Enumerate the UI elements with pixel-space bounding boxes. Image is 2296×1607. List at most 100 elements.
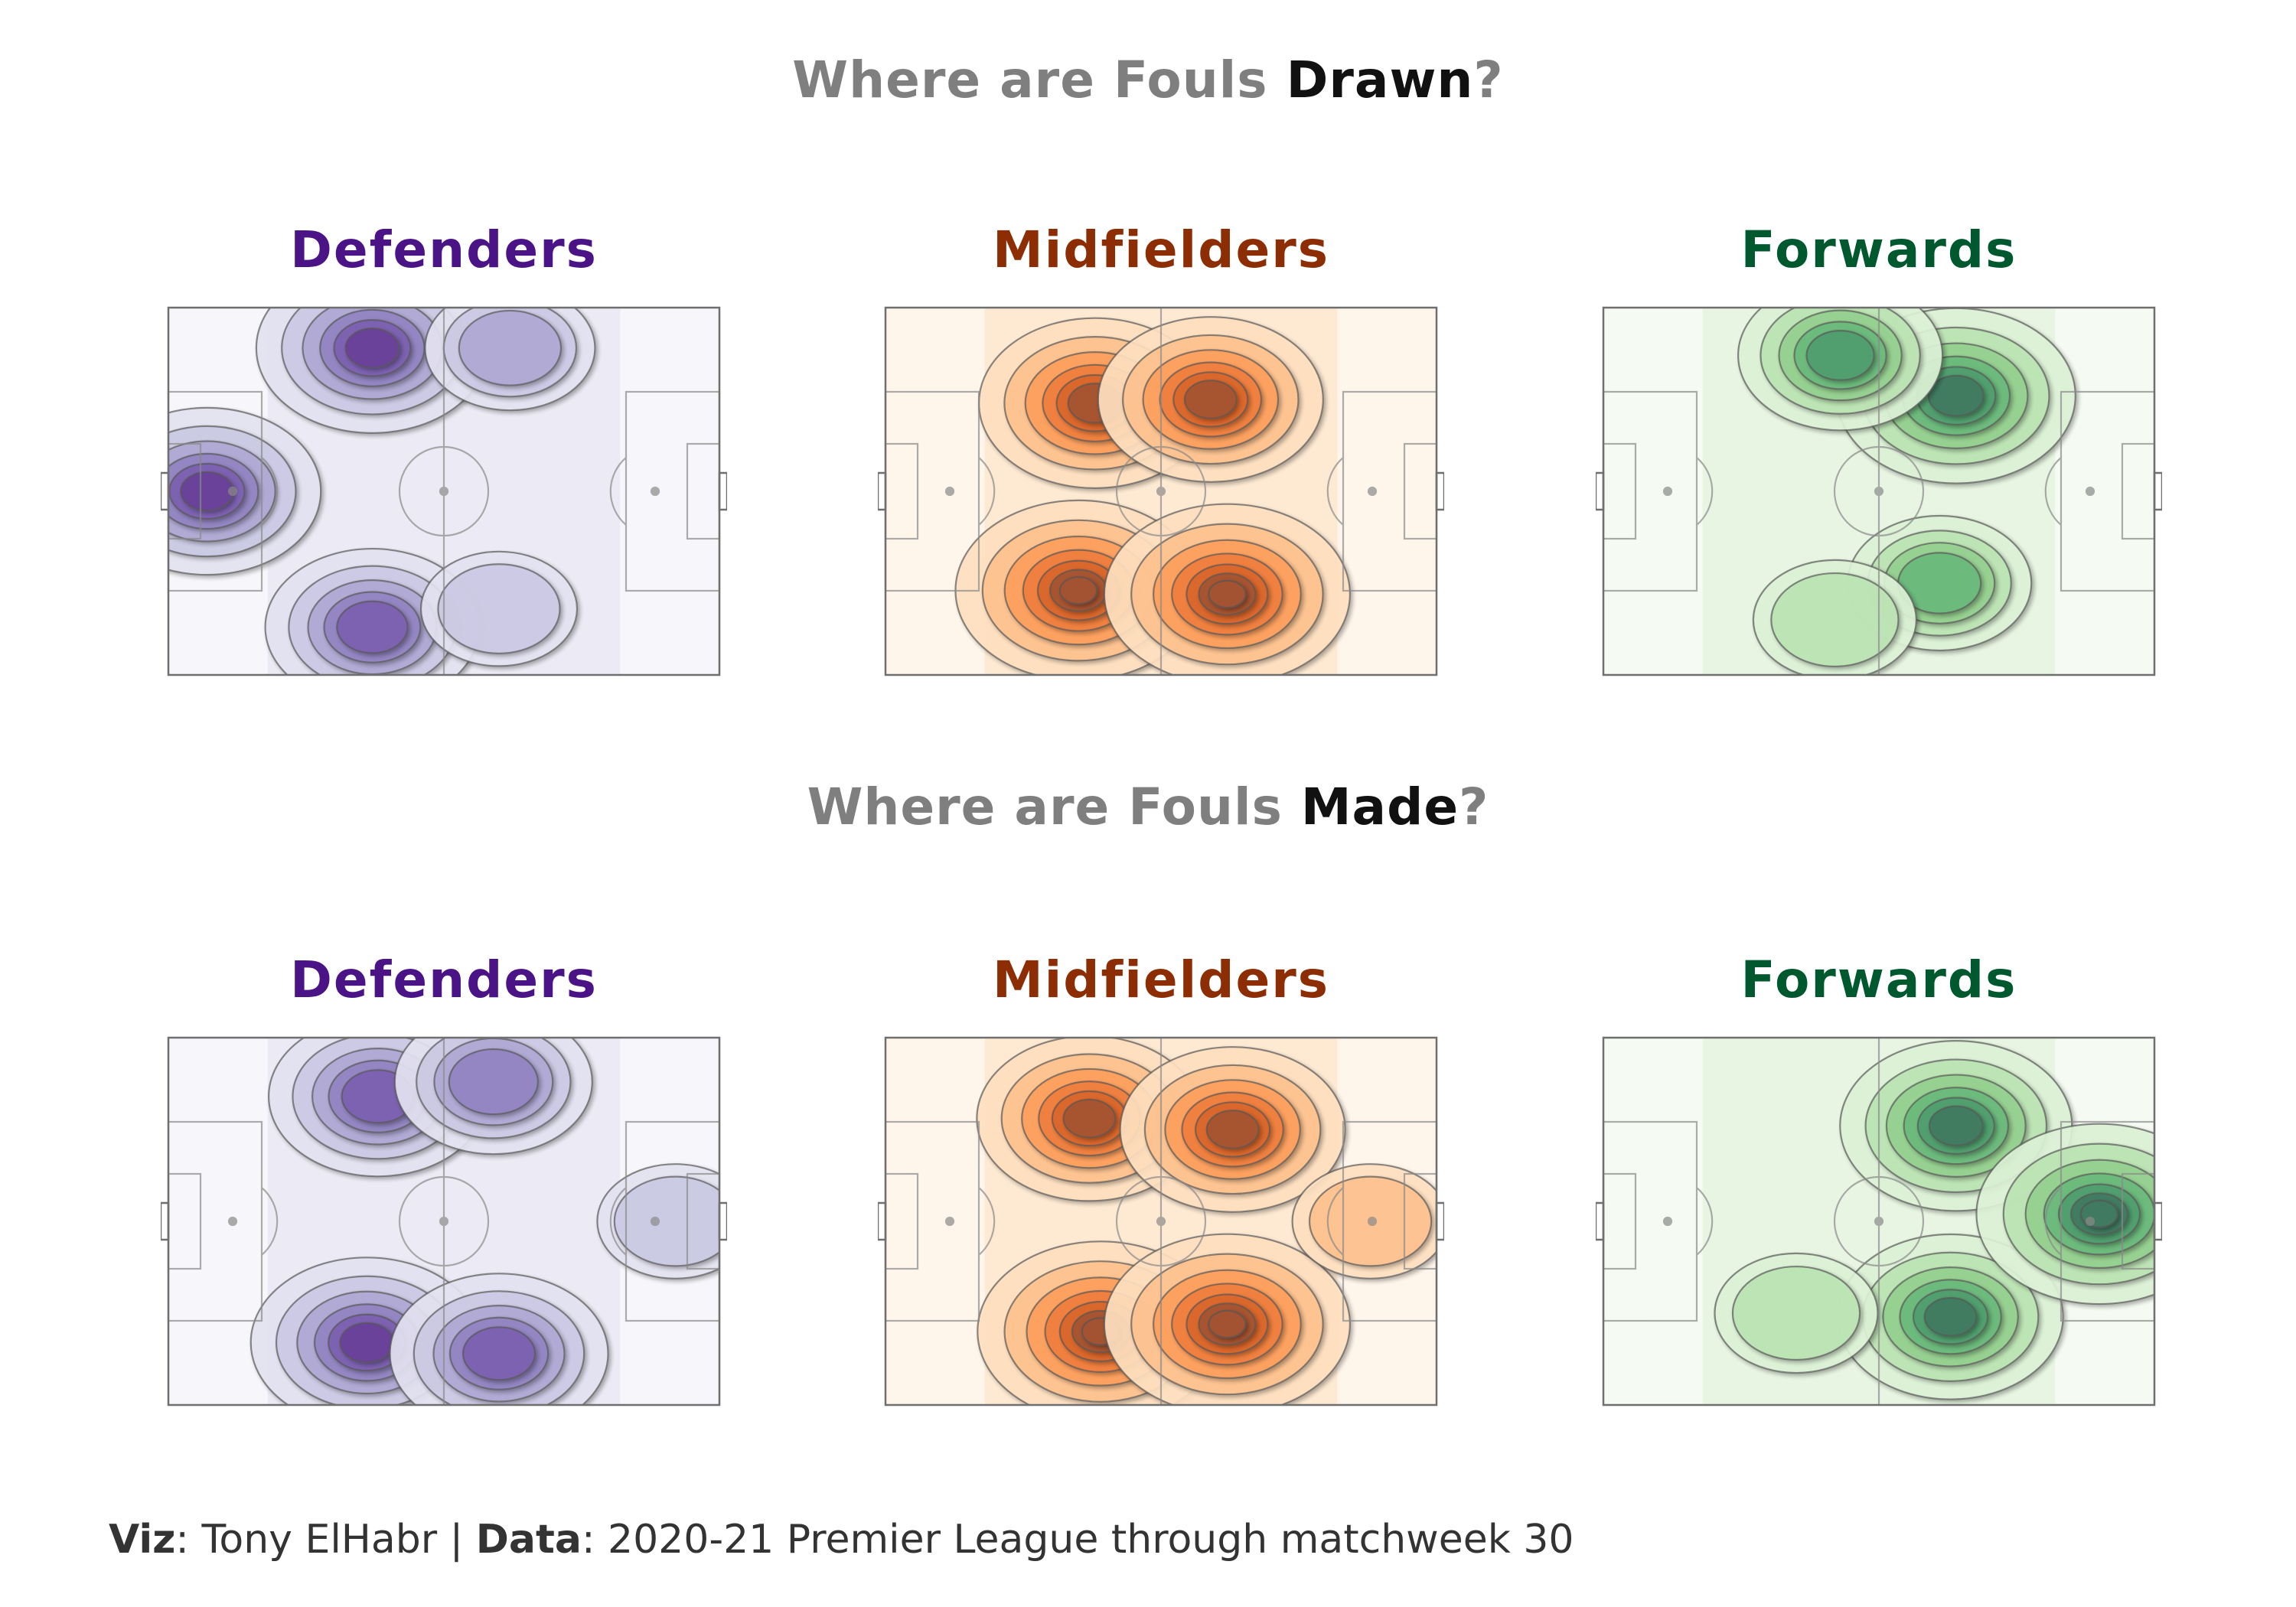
density-contour: [1731, 1265, 1861, 1361]
section-title-drawn-emphasis: Drawn: [1286, 51, 1474, 109]
caption-viz-author: Tony ElHabr: [201, 1517, 438, 1563]
caption-viz-label: Viz: [109, 1517, 176, 1563]
right-goal: [718, 471, 727, 511]
caption-data-label: Data: [475, 1517, 582, 1563]
density-contour: [1208, 1309, 1247, 1339]
right-goal: [1435, 471, 1444, 511]
center-spot: [1874, 1216, 1884, 1227]
density-contour: [437, 563, 561, 655]
center-spot: [439, 486, 449, 497]
left-penalty-arc: [261, 1187, 279, 1256]
right-penalty-arc: [1326, 457, 1344, 526]
panel-title: Midfielders: [992, 220, 1330, 279]
center-spot: [1156, 1216, 1166, 1227]
center-spot: [439, 1216, 449, 1227]
right-penalty-arc: [2044, 1187, 2062, 1256]
density-contour: [1208, 579, 1247, 609]
density-contour: [1928, 1105, 1984, 1146]
density-layers: [954, 308, 1351, 675]
right-penalty-spot: [1367, 1216, 1378, 1227]
density-contour: [1205, 1110, 1260, 1149]
left-goal: [878, 1201, 887, 1241]
panel-made-defenders: Defenders: [161, 946, 727, 1407]
center-spot: [1874, 486, 1884, 497]
center-circle: [398, 445, 490, 537]
caption-viz-sep: :: [175, 1517, 202, 1563]
pitch-heatmap: [161, 1036, 727, 1407]
panel-drawn-midfielders: Midfielders: [878, 216, 1444, 676]
density-contour: [613, 1175, 719, 1267]
right-goal: [2153, 471, 2162, 511]
caption-data-source: 2020-21 Premier League through matchweek…: [608, 1517, 1574, 1563]
panel-title: Defenders: [290, 950, 598, 1009]
left-goal: [1596, 471, 1605, 511]
panel-title: Defenders: [290, 220, 598, 279]
center-circle: [1833, 1175, 1925, 1267]
right-goal: [1435, 1201, 1444, 1241]
right-goal: [718, 1201, 727, 1241]
right-penalty-arc: [609, 1187, 627, 1256]
density-contour: [1183, 380, 1238, 419]
panel-title: Midfielders: [992, 950, 1330, 1009]
left-penalty-arc: [261, 457, 279, 526]
panel-title: Forwards: [1740, 220, 2017, 279]
right-penalty-spot: [1367, 486, 1378, 497]
panel-drawn-defenders: Defenders: [161, 216, 727, 676]
density-contour: [1058, 575, 1098, 605]
section-title-drawn: Where are Fouls Drawn?: [0, 51, 2296, 109]
left-goal: [878, 471, 887, 511]
center-circle: [1115, 1175, 1207, 1267]
density-contour: [1805, 329, 1875, 381]
right-penalty-spot: [650, 486, 660, 497]
density-contour: [448, 1048, 539, 1116]
density-contour: [344, 328, 400, 369]
left-penalty-spot: [227, 1216, 238, 1227]
left-penalty-spot: [944, 486, 955, 497]
left-goal: [161, 1201, 170, 1241]
density-contour: [180, 471, 234, 512]
panel-title: Forwards: [1740, 950, 2017, 1009]
left-penalty-arc: [1696, 1187, 1714, 1256]
center-circle: [1833, 445, 1925, 537]
left-penalty-spot: [1662, 1216, 1673, 1227]
left-penalty-arc: [978, 1187, 996, 1256]
pitch-markings: [1602, 1038, 2156, 1405]
center-circle: [398, 1175, 490, 1267]
right-goal: [2153, 1201, 2162, 1241]
density-contour: [458, 309, 563, 386]
density-layers: [1702, 308, 2076, 675]
pitch-heatmap: [1596, 306, 2162, 676]
section-title-made-suffix: ?: [1459, 777, 1489, 836]
section-title-made-prefix: Where are Fouls: [807, 777, 1301, 836]
pitch-heatmap: [161, 306, 727, 676]
left-penalty-arc: [978, 457, 996, 526]
section-title-drawn-prefix: Where are Fouls: [792, 51, 1287, 109]
panel-made-midfielders: Midfielders: [878, 946, 1444, 1407]
right-penalty-spot: [650, 1216, 660, 1227]
right-penalty-arc: [1326, 1187, 1344, 1256]
pitch-markings: [1602, 308, 2156, 675]
center-circle: [1115, 445, 1207, 537]
center-spot: [1156, 486, 1166, 497]
right-penalty-arc: [2044, 457, 2062, 526]
density-contour: [336, 600, 409, 654]
right-penalty-arc: [609, 457, 627, 526]
section-title-drawn-suffix: ?: [1473, 51, 1504, 109]
density-contour: [461, 1326, 536, 1381]
right-penalty-spot: [2085, 486, 2095, 497]
density-contour: [1923, 1296, 1978, 1337]
left-goal: [1596, 1201, 1605, 1241]
pitch-heatmap: [878, 306, 1444, 676]
caption-separator: |: [437, 1517, 476, 1563]
caption-data-sep: :: [581, 1517, 608, 1563]
density-contour: [1927, 374, 1985, 417]
section-title-made: Where are Fouls Made?: [0, 777, 2296, 836]
pitch-heatmap: [878, 1036, 1444, 1407]
section-title-made-emphasis: Made: [1300, 777, 1459, 836]
left-goal: [161, 471, 170, 511]
right-penalty-spot: [2085, 1216, 2095, 1227]
left-penalty-spot: [1662, 486, 1673, 497]
left-penalty-arc: [1696, 457, 1714, 526]
density-contour: [1770, 572, 1900, 668]
density-contour: [1062, 1098, 1117, 1139]
